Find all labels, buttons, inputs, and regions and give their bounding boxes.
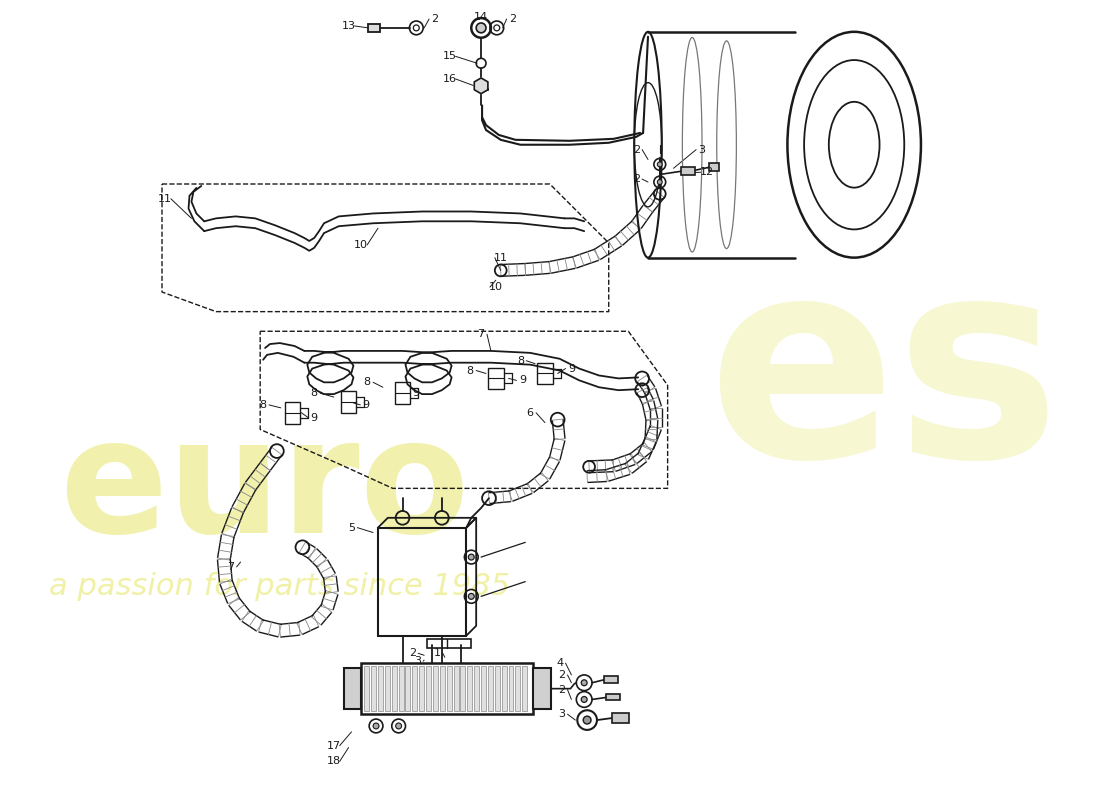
Text: 7: 7 [477, 330, 485, 339]
Bar [427, 638, 471, 648]
Bar [406, 666, 410, 711]
Text: 16: 16 [442, 74, 456, 84]
Bar [433, 666, 438, 711]
Bar [364, 666, 370, 711]
Bar [285, 402, 300, 423]
Bar [412, 666, 417, 711]
Bar [378, 528, 466, 636]
Bar [468, 666, 472, 711]
Text: 2: 2 [632, 145, 640, 154]
Text: 9: 9 [412, 388, 420, 398]
Text: 3: 3 [558, 709, 565, 719]
Circle shape [583, 716, 591, 724]
Bar [398, 666, 404, 711]
Bar [606, 694, 619, 701]
Circle shape [469, 594, 474, 599]
Text: es: es [707, 246, 1060, 515]
Text: 8: 8 [466, 366, 474, 375]
Circle shape [581, 697, 587, 702]
Bar [508, 666, 514, 711]
Circle shape [476, 23, 486, 33]
Text: 8: 8 [517, 356, 524, 366]
Bar [440, 666, 444, 711]
Bar [453, 666, 459, 711]
Bar [341, 391, 356, 413]
Bar [385, 666, 389, 711]
Bar [522, 666, 527, 711]
Text: 2: 2 [558, 670, 565, 680]
Bar [395, 382, 410, 404]
Text: euro: euro [59, 411, 470, 566]
Text: 6: 6 [527, 408, 534, 418]
Bar [534, 668, 551, 710]
Text: 18: 18 [327, 756, 341, 766]
Text: 3: 3 [698, 145, 705, 154]
Text: 1: 1 [433, 648, 440, 658]
Text: 8: 8 [260, 400, 266, 410]
Bar [708, 163, 718, 171]
Bar [392, 666, 397, 711]
Circle shape [658, 162, 662, 167]
Text: 9: 9 [568, 363, 575, 374]
Text: 10: 10 [488, 282, 503, 292]
Text: 9: 9 [310, 413, 318, 422]
Text: 14: 14 [474, 12, 488, 22]
Bar [343, 668, 361, 710]
Text: 5: 5 [348, 522, 355, 533]
Bar [426, 666, 431, 711]
Bar [516, 666, 520, 711]
Text: 4: 4 [557, 658, 563, 668]
Bar [604, 676, 617, 682]
Text: 15: 15 [442, 51, 456, 62]
Circle shape [581, 680, 587, 686]
Text: 2: 2 [558, 685, 565, 694]
Bar [502, 666, 507, 711]
Polygon shape [474, 78, 488, 94]
Circle shape [658, 179, 662, 185]
Bar [681, 167, 695, 175]
Bar [474, 666, 480, 711]
Text: 2: 2 [431, 14, 439, 24]
Bar [537, 362, 553, 384]
Text: a passion for parts since 1985: a passion for parts since 1985 [50, 572, 510, 601]
Text: 3: 3 [414, 656, 421, 666]
Text: 12: 12 [700, 167, 714, 178]
Bar [371, 666, 376, 711]
Bar [361, 663, 534, 714]
Text: 10: 10 [354, 240, 368, 250]
Circle shape [469, 554, 474, 560]
Text: 2: 2 [632, 174, 640, 184]
Text: 13: 13 [341, 21, 355, 31]
Text: 11: 11 [494, 253, 508, 262]
Circle shape [373, 723, 380, 729]
Circle shape [396, 723, 402, 729]
Text: 8: 8 [310, 388, 318, 398]
Text: 17: 17 [327, 741, 341, 750]
Bar [461, 666, 465, 711]
Text: 2: 2 [409, 648, 416, 658]
Bar [447, 666, 452, 711]
Bar [488, 368, 504, 390]
Text: 11: 11 [158, 194, 172, 204]
Bar [481, 666, 486, 711]
Bar [419, 666, 425, 711]
Bar [495, 666, 499, 711]
Text: 9: 9 [363, 400, 370, 410]
Bar [378, 666, 383, 711]
Text: 8: 8 [364, 378, 371, 387]
Text: 9: 9 [519, 375, 526, 386]
Text: 7: 7 [228, 562, 234, 572]
Bar [488, 666, 493, 711]
Bar [612, 714, 629, 723]
Text: 2: 2 [509, 14, 516, 24]
Bar [368, 24, 379, 32]
